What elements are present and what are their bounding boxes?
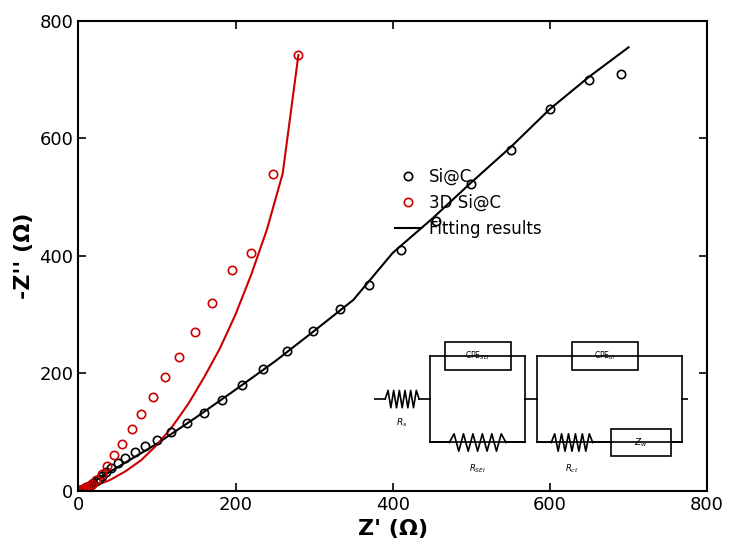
Si@C [432,217,441,224]
Si@C [584,76,593,83]
3D Si@C [92,477,101,483]
Si@C [258,366,267,373]
Si@C [308,327,317,334]
Si@C [86,482,95,488]
Si@C [78,486,87,493]
3D Si@C [83,484,92,491]
Si@C [167,429,176,435]
3D Si@C [174,353,183,360]
3D Si@C [78,486,87,493]
X-axis label: Z' (Ω): Z' (Ω) [358,519,428,539]
Si@C [83,483,92,490]
3D Si@C [103,463,112,469]
Si@C [282,348,291,354]
3D Si@C [148,393,157,400]
Si@C [506,147,515,153]
Si@C [80,485,89,492]
Si@C [616,70,625,77]
3D Si@C [85,483,94,489]
Si@C [82,484,91,491]
Si@C [75,487,84,494]
Si@C [182,420,191,426]
Si@C [545,106,554,112]
Si@C [121,455,130,461]
3D Si@C [137,411,145,418]
Si@C [218,397,227,403]
Si@C [141,443,150,450]
3D Si@C [80,486,89,492]
Si@C [77,486,86,493]
3D Si@C [207,300,216,306]
Si@C [365,282,373,289]
3D Si@C [97,471,106,478]
3D Si@C [269,170,277,177]
Si@C [113,460,122,466]
3D Si@C [77,487,86,493]
3D Si@C [190,329,199,336]
Si@C [92,478,100,484]
3D Si@C [110,452,119,459]
3D Si@C [81,485,90,492]
Si@C [396,247,405,253]
Si@C [131,448,139,455]
3D Si@C [75,487,84,494]
3D Si@C [77,486,86,493]
3D Si@C [160,374,169,380]
Si@C [467,181,476,187]
3D Si@C [246,249,255,256]
Si@C [97,473,106,479]
Si@C [336,305,345,312]
Si@C [101,469,110,476]
3D Si@C [88,481,97,487]
3D Si@C [118,440,127,447]
3D Si@C [294,51,303,58]
Si@C [107,465,116,472]
Si@C [238,382,246,388]
Y-axis label: -Z'' (Ω): -Z'' (Ω) [14,212,34,299]
Si@C [76,487,85,493]
Si@C [89,480,97,487]
Si@C [200,409,209,416]
3D Si@C [76,487,85,493]
Line: Si@C: Si@C [76,70,625,494]
Si@C [80,486,89,492]
Si@C [94,476,103,482]
Si@C [85,482,94,489]
Si@C [153,436,162,443]
Legend: Si@C, 3D Si@C, Fitting results: Si@C, 3D Si@C, Fitting results [389,161,548,245]
Si@C [81,485,90,492]
3D Si@C [128,426,137,432]
3D Si@C [227,267,236,274]
Si@C [77,487,86,493]
Line: 3D Si@C: 3D Si@C [76,51,303,494]
